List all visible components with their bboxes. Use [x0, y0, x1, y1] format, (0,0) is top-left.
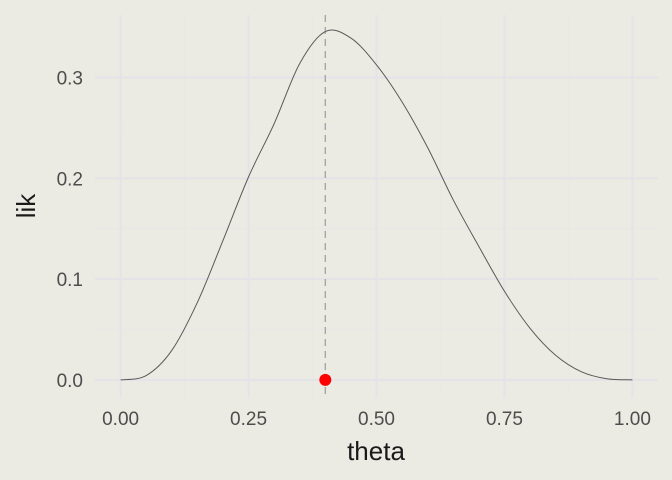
y-axis-title: lik [11, 193, 41, 219]
x-tick-label: 0.50 [358, 409, 395, 430]
y-tick-label: 0.1 [57, 270, 83, 291]
grid-lines [95, 15, 658, 397]
x-tick-label: 0.00 [102, 409, 139, 430]
y-tick-label: 0.0 [57, 371, 83, 392]
y-tick-label: 0.2 [57, 169, 83, 190]
x-tick-label: 0.75 [486, 409, 523, 430]
mle-point-marker [319, 373, 332, 386]
x-axis-ticks: 0.00 0.25 0.50 0.75 1.00 [102, 409, 651, 430]
likelihood-curve [120, 29, 633, 381]
likelihood-series [120, 29, 633, 381]
x-axis-title: theta [347, 436, 405, 466]
y-tick-label: 0.3 [57, 68, 83, 89]
mle-point [319, 373, 332, 386]
y-axis-ticks: 0.0 0.1 0.2 0.3 [57, 68, 83, 391]
x-tick-label: 0.25 [230, 409, 267, 430]
x-tick-label: 1.00 [614, 409, 651, 430]
